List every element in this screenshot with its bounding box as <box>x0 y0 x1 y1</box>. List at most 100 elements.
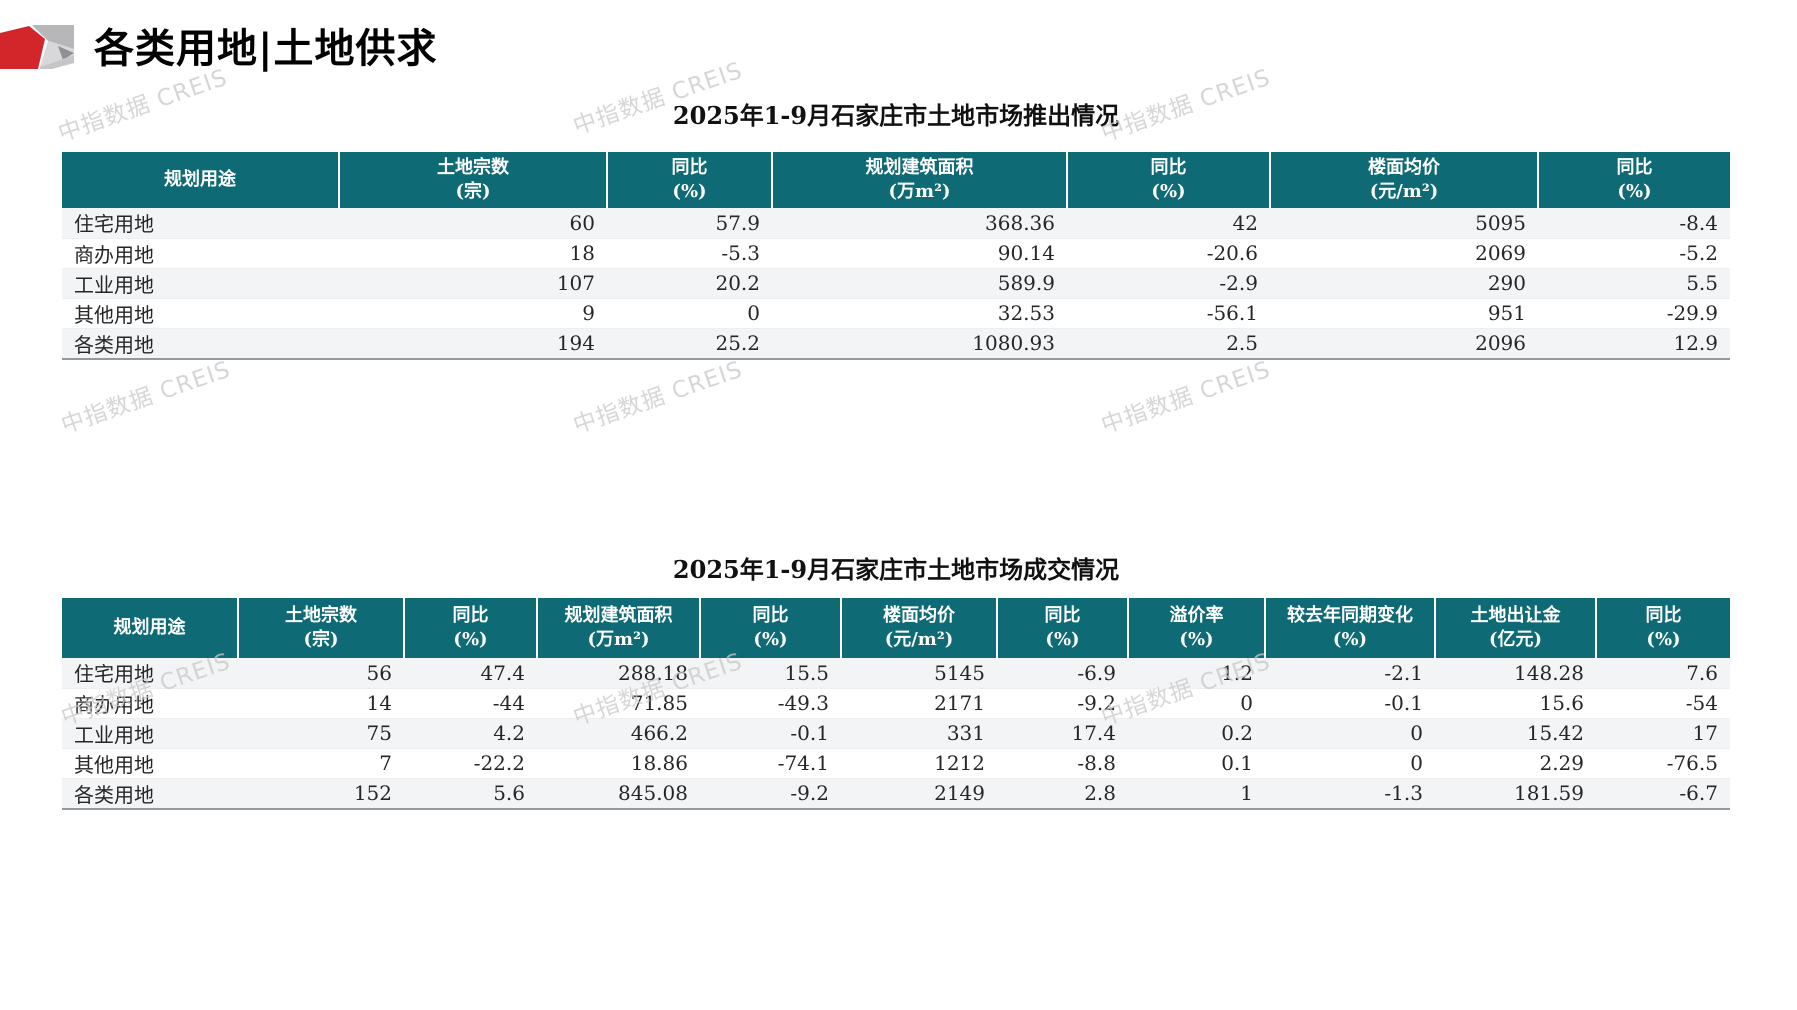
column-header: 同比 (%) <box>1595 598 1730 658</box>
value-cell: 0.2 <box>1128 718 1265 749</box>
value-cell: 25.2 <box>607 328 772 360</box>
column-header: 同比 (%) <box>606 152 772 208</box>
column-header: 规划用途 <box>62 598 238 658</box>
value-cell: -20.6 <box>1067 238 1270 269</box>
value-cell: 5.5 <box>1538 268 1730 299</box>
column-header-line2: (%) <box>1151 181 1186 202</box>
value-cell: 47.4 <box>404 658 537 689</box>
column-header-line1: 同比 <box>452 604 489 626</box>
table-row: 住宅用地 60 57.9 368.36 42 5095 -8.4 <box>62 208 1730 239</box>
header-row: 规划用途 土地宗数 (宗) 同比 (%) 规划建筑面积 (万m²) 同比 (%) 楼面均价 (元/m… <box>62 152 1730 208</box>
watermark: 中指数据 CREIS <box>1097 356 1275 439</box>
column-header-line2: (%) <box>1617 181 1652 202</box>
value-cell: -6.9 <box>997 658 1128 689</box>
value-cell: -0.1 <box>700 718 841 749</box>
value-cell: 331 <box>841 718 997 749</box>
value-cell: 181.59 <box>1435 778 1596 810</box>
value-cell: -49.3 <box>700 688 841 719</box>
value-cell: 14 <box>238 688 404 719</box>
value-cell: 17 <box>1596 718 1730 749</box>
value-cell: -8.8 <box>997 748 1128 779</box>
value-cell: 32.53 <box>772 298 1067 329</box>
column-header-line2: (宗) <box>455 181 491 202</box>
value-cell: 42 <box>1067 208 1270 239</box>
value-cell: 5095 <box>1270 208 1538 239</box>
value-cell: 1.2 <box>1128 658 1265 689</box>
header-row: 规划用途 土地宗数 (宗) 同比 (%) 规划建筑面积 (万m²) 同比 (%) 楼面均价 (元/m… <box>62 598 1730 658</box>
column-header-line2: (亿元) <box>1488 629 1543 650</box>
column-header: 规划建筑面积 (万m²) <box>771 152 1067 208</box>
column-header-line1: 同比 <box>1044 604 1081 626</box>
value-cell: 2069 <box>1270 238 1538 269</box>
value-cell: 71.85 <box>537 688 700 719</box>
column-header: 楼面均价 (元/m²) <box>840 598 997 658</box>
column-header-line1: 同比 <box>671 156 708 178</box>
column-header: 土地出让金 (亿元) <box>1434 598 1596 658</box>
column-header: 土地宗数 (宗) <box>338 152 607 208</box>
value-cell: 20.2 <box>607 268 772 299</box>
value-cell: 194 <box>339 328 607 360</box>
value-cell: -6.7 <box>1596 778 1730 810</box>
column-header-line1: 土地出让金 <box>1470 604 1561 626</box>
column-header: 楼面均价 (元/m²) <box>1269 152 1538 208</box>
column-header: 较去年同期变化 (%) <box>1264 598 1435 658</box>
land-use-cell: 住宅用地 <box>62 208 339 239</box>
value-cell: -2.1 <box>1265 658 1435 689</box>
column-header: 规划建筑面积 (万m²) <box>536 598 700 658</box>
column-header-line1: 同比 <box>1150 156 1187 178</box>
value-cell: 2.29 <box>1435 748 1596 779</box>
value-cell: 951 <box>1270 298 1538 329</box>
value-cell: -74.1 <box>700 748 841 779</box>
value-cell: 1080.93 <box>772 328 1067 360</box>
value-cell: 75 <box>238 718 404 749</box>
column-header: 规划用途 <box>62 152 339 208</box>
value-cell: 18.86 <box>537 748 700 779</box>
land-use-cell: 其他用地 <box>62 298 339 329</box>
value-cell: 4.2 <box>404 718 537 749</box>
column-header: 同比 (%) <box>699 598 841 658</box>
value-cell: 7 <box>238 748 404 779</box>
column-header: 同比 (%) <box>403 598 537 658</box>
value-cell: -2.9 <box>1067 268 1270 299</box>
value-cell: 1 <box>1128 778 1265 810</box>
value-cell: -0.1 <box>1265 688 1435 719</box>
value-cell: 60 <box>339 208 607 239</box>
column-header-line2: (%) <box>453 629 488 650</box>
column-header-line1: 楼面均价 <box>883 604 955 626</box>
column-header-line2: (元/m²) <box>1369 181 1439 202</box>
page-title: 各类用地|土地供求 <box>94 25 438 72</box>
column-header-line1: 楼面均价 <box>1368 156 1440 178</box>
value-cell: 2149 <box>841 778 997 810</box>
value-cell: 15.5 <box>700 658 841 689</box>
column-header-line1: 规划用途 <box>164 168 236 190</box>
value-cell: 845.08 <box>537 778 700 810</box>
column-header-line2: (宗) <box>303 629 339 650</box>
land-use-cell: 商办用地 <box>62 688 238 719</box>
value-cell: 290 <box>1270 268 1538 299</box>
land-use-cell: 各类用地 <box>62 328 339 360</box>
value-cell: 0 <box>607 298 772 329</box>
value-cell: 368.36 <box>772 208 1067 239</box>
column-header-line2: (%) <box>1646 629 1681 650</box>
creis-logo-icon <box>0 25 74 69</box>
table-row: 各类用地 194 25.2 1080.93 2.5 2096 12.9 <box>62 328 1730 360</box>
column-header-line1: 同比 <box>1645 604 1682 626</box>
table-row: 其他用地 9 0 32.53 -56.1 951 -29.9 <box>62 298 1730 329</box>
value-cell: -56.1 <box>1067 298 1270 329</box>
column-header: 同比 (%) <box>996 598 1128 658</box>
value-cell: -9.2 <box>700 778 841 810</box>
column-header-line1: 规划用途 <box>113 616 186 638</box>
table-row: 商办用地 14 -44 71.85 -49.3 2171 -9.2 0 -0.1 15.6 -54 <box>62 688 1730 719</box>
value-cell: -76.5 <box>1596 748 1730 779</box>
column-header-line2: (万m²) <box>587 629 650 650</box>
column-header-line2: (%) <box>753 629 788 650</box>
column-header-line1: 土地宗数 <box>285 604 357 626</box>
value-cell: 0 <box>1265 748 1435 779</box>
value-cell: -1.3 <box>1265 778 1435 810</box>
value-cell: 152 <box>238 778 404 810</box>
table-row: 各类用地 152 5.6 845.08 -9.2 2149 2.8 1 -1.3 181.59 -6… <box>62 778 1730 810</box>
column-header-line1: 较去年同期变化 <box>1287 604 1413 626</box>
supply-table-title: 2025年1-9月石家庄市土地市场推出情况 <box>672 101 1120 130</box>
land-use-cell: 住宅用地 <box>62 658 238 689</box>
value-cell: 107 <box>339 268 607 299</box>
